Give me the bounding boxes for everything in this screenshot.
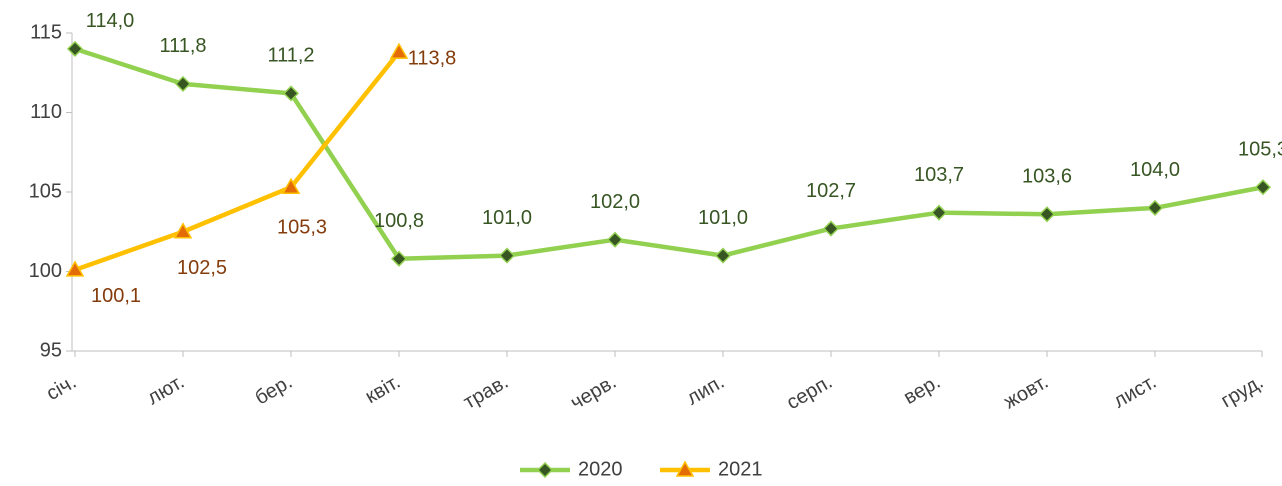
marker: [1146, 199, 1164, 216]
legend-label: 2020: [578, 458, 623, 480]
legend-marker: [675, 460, 695, 477]
legend-label: 2021: [718, 458, 763, 480]
data-label: 103,6: [1022, 166, 1072, 188]
data-label: 103,7: [914, 164, 964, 186]
marker: [1254, 179, 1272, 196]
data-label: 102,5: [177, 257, 227, 279]
data-label: 111,2: [267, 45, 314, 67]
data-label: 111,8: [159, 35, 206, 57]
x-tick-label: лип.: [683, 371, 728, 410]
marker: [65, 260, 85, 277]
y-tick-label: 100: [29, 260, 62, 282]
x-tick-label: трав.: [460, 371, 512, 414]
series-line: [74, 46, 1264, 262]
marker: [498, 247, 516, 264]
x-tick-label: лют.: [144, 371, 189, 409]
y-tick-label: 105: [29, 180, 62, 202]
marker: [281, 177, 301, 194]
data-label: 102,0: [590, 191, 640, 213]
x-tick-label: груд.: [1217, 371, 1267, 412]
data-label: 105,3: [1238, 139, 1282, 161]
x-tick-label: серп.: [783, 371, 836, 414]
x-tick-label: квіт.: [362, 371, 404, 408]
data-label: 102,7: [806, 180, 856, 202]
x-tick-label: черв.: [567, 371, 620, 414]
marker: [390, 250, 408, 267]
x-tick-label: бер.: [251, 371, 296, 410]
data-label: 101,0: [698, 207, 748, 229]
x-tick-label: січ.: [43, 371, 80, 405]
marker: [282, 85, 300, 102]
y-tick-label: 115: [30, 21, 62, 43]
marker: [389, 42, 409, 59]
marker: [173, 222, 193, 239]
data-label: 101,0: [482, 207, 532, 229]
data-label: 114,0: [86, 10, 135, 32]
marker: [1038, 206, 1056, 223]
marker: [174, 75, 192, 92]
x-tick-label: лист.: [1110, 371, 1160, 413]
data-label: 105,3: [277, 217, 327, 239]
y-tick-label: 95: [40, 339, 62, 361]
x-tick-label: жовт.: [1000, 371, 1052, 414]
marker: [930, 204, 948, 221]
marker: [66, 40, 84, 57]
marker: [822, 220, 840, 237]
data-label: 100,1: [91, 285, 141, 307]
marker: [606, 231, 624, 248]
marker: [714, 247, 732, 264]
x-tick-label: вер.: [900, 371, 944, 409]
y-tick-label: 110: [30, 101, 62, 123]
data-label: 104,0: [1130, 159, 1180, 181]
legend-marker: [536, 461, 554, 479]
series-line: [74, 50, 401, 273]
data-label: 113,8: [408, 47, 457, 69]
data-label: 100,8: [374, 210, 424, 232]
